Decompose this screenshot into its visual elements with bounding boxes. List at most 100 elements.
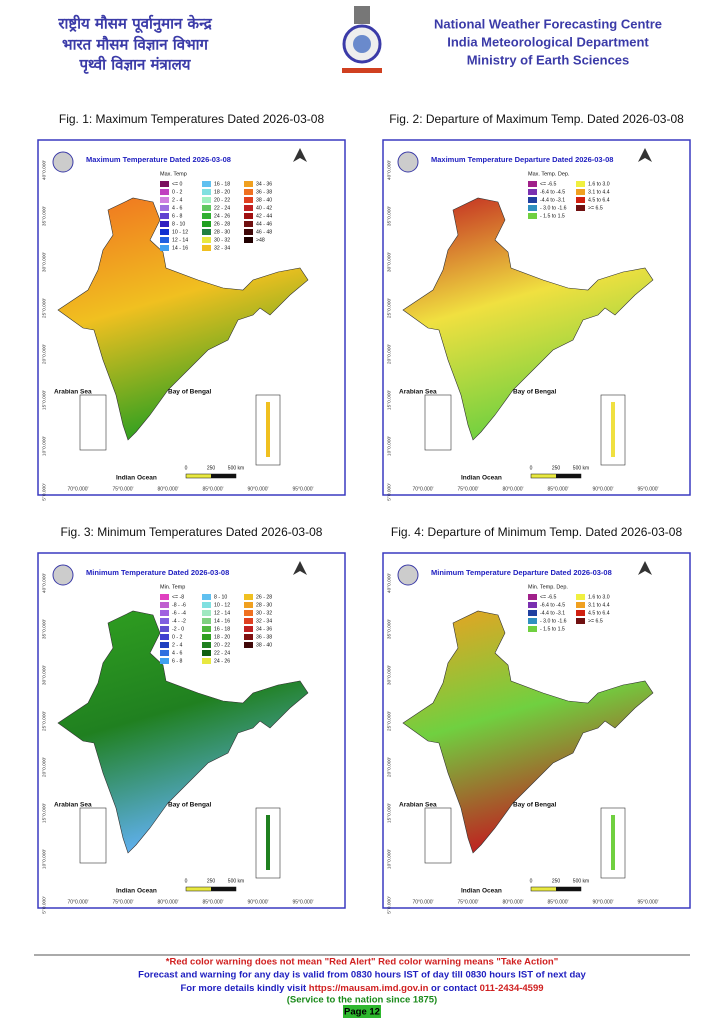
lon-tick-label: 70°0.000' [67, 899, 88, 905]
legend-label: 4 - 6 [172, 650, 182, 656]
legend-swatch [160, 618, 169, 624]
lat-tick-label: 30°0.000' [41, 252, 47, 272]
legend-label: 6 - 8 [172, 213, 182, 219]
legend-swatch [160, 229, 169, 235]
lon-tick-label: 70°0.000' [412, 899, 433, 905]
legend-label: <= -6.5 [540, 594, 557, 600]
sea-label: Bay of Bengal [168, 802, 212, 809]
legend-label: 1.6 to 3.0 [588, 594, 610, 600]
legend-label: 26 - 28 [256, 594, 272, 600]
figure: Fig. 2: Departure of Maximum Temp. Dated… [382, 112, 691, 501]
legend-swatch [202, 618, 211, 624]
legend-swatch [244, 610, 253, 616]
andaman-islands [611, 815, 615, 870]
north-arrow [638, 561, 652, 575]
legend-label: 34 - 36 [256, 626, 272, 632]
lon-tick-label: 90°0.000' [592, 899, 613, 905]
legend-swatch [202, 594, 211, 600]
scale-label: 0 [530, 878, 533, 884]
footer-details: For more details kindly visit https://ma… [180, 983, 543, 994]
legend-swatch [202, 634, 211, 640]
lat-tick-label: 35°0.000' [386, 619, 392, 639]
lat-tick-label: 15°0.000' [386, 803, 392, 823]
legend-swatch [576, 602, 585, 608]
page-box [343, 1005, 381, 1018]
lon-tick-label: 80°0.000' [502, 899, 523, 905]
legend-label: 36 - 38 [256, 189, 272, 195]
scale-bar [556, 474, 581, 478]
legend-swatch [202, 650, 211, 656]
lat-tick-label: 40°0.000' [41, 573, 47, 593]
legend-swatch [202, 626, 211, 632]
north-arrow [293, 561, 307, 575]
lon-tick-label: 85°0.000' [202, 899, 223, 905]
sea-label: Arabian Sea [54, 389, 92, 396]
legend-swatch [160, 245, 169, 251]
legend-label: 2 - 4 [172, 197, 182, 203]
map-title: Maximum Temperature Dated 2026-03-08 [86, 155, 231, 164]
legend-label: 18 - 20 [214, 634, 230, 640]
legend-label: 46 - 48 [256, 229, 272, 235]
legend-swatch [160, 610, 169, 616]
legend-swatch [576, 181, 585, 187]
legend-swatch [244, 618, 253, 624]
lat-tick-label: 15°0.000' [41, 803, 47, 823]
figure-caption: Fig. 1: Maximum Temperatures Dated 2026-… [59, 112, 325, 126]
figure: Fig. 1: Maximum Temperatures Dated 2026-… [37, 112, 346, 501]
legend-label: 28 - 30 [256, 602, 272, 608]
small-emblem [52, 151, 74, 173]
lat-tick-label: 35°0.000' [41, 206, 47, 226]
legend-swatch [576, 189, 585, 195]
figure-caption: Fig. 4: Departure of Minimum Temp. Dated… [391, 525, 683, 539]
english-line: India Meteorological Department [447, 34, 649, 49]
legend-label: -4.4 to -3.1 [540, 197, 565, 203]
legend-label: 16 - 18 [214, 181, 230, 187]
legend-label: 16 - 18 [214, 626, 230, 632]
legend-label: 3.1 to 4.4 [588, 602, 610, 608]
legend-swatch [160, 197, 169, 203]
map-title: Minimum Temperature Dated 2026-03-08 [86, 568, 229, 577]
legend-swatch [244, 197, 253, 203]
india-map [57, 197, 309, 441]
lat-tick-label: 40°0.000' [41, 160, 47, 180]
phone: 011-2434-4599 [480, 983, 544, 994]
lon-tick-label: 75°0.000' [457, 486, 478, 492]
lakshadweep-inset [79, 394, 107, 451]
legend-swatch [160, 658, 169, 664]
legend-label: -6.4 to -4.5 [540, 189, 565, 195]
legend-label: 18 - 20 [214, 189, 230, 195]
lon-tick-label: 85°0.000' [547, 899, 568, 905]
legend-title: Min. Temp. Dep. [528, 584, 568, 590]
lat-tick-label: 40°0.000' [386, 573, 392, 593]
sea-label: Bay of Bengal [513, 802, 557, 809]
legend-label: 10 - 12 [214, 602, 230, 608]
india-map [402, 197, 654, 441]
legend-label: 6 - 8 [172, 658, 182, 664]
north-arrow [293, 148, 307, 162]
lon-tick-label: 75°0.000' [457, 899, 478, 905]
legend-label: 10 - 12 [172, 229, 188, 235]
lakshadweep-inset [424, 394, 452, 451]
legend-swatch [244, 205, 253, 211]
legend-label: 24 - 26 [214, 658, 230, 664]
page-number: Page 12 [344, 1007, 380, 1018]
legend-swatch [160, 650, 169, 656]
english-line: Ministry of Earth Sciences [467, 52, 630, 67]
lon-tick-label: 75°0.000' [112, 486, 133, 492]
legend-label: 8 - 10 [172, 221, 185, 227]
legend-swatch [160, 237, 169, 243]
map-title: Maximum Temperature Departure Dated 2026… [431, 155, 613, 164]
lat-tick-label: 5°0.000' [386, 896, 392, 914]
lon-tick-label: 95°0.000' [637, 486, 658, 492]
north-arrow [638, 148, 652, 162]
scale-label: 500 km [573, 465, 589, 471]
legend-label: >= 6.5 [588, 618, 603, 624]
legend-swatch [160, 594, 169, 600]
url: https://mausam.imd.gov.in [309, 983, 429, 994]
legend-label: 42 - 44 [256, 213, 272, 219]
lon-tick-label: 80°0.000' [502, 486, 523, 492]
legend-label: 14 - 16 [214, 618, 230, 624]
lat-tick-label: 40°0.000' [386, 160, 392, 180]
ocean-label: Indian Ocean [461, 475, 502, 482]
scale-label: 250 [207, 465, 216, 471]
